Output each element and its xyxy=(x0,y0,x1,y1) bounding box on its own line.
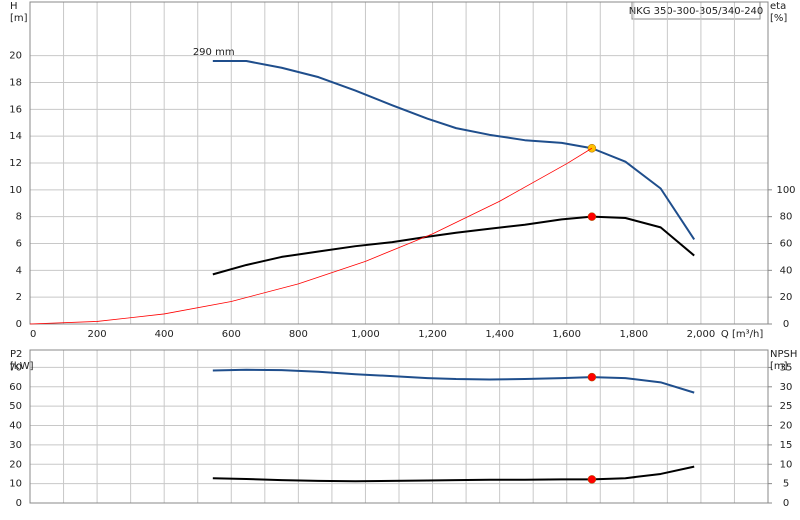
y2-axis-unit: [m] xyxy=(770,361,788,372)
x-tick-label: 2,000 xyxy=(687,329,716,340)
y2-tick-label: 60 xyxy=(780,239,793,250)
y-axis-unit: [m] xyxy=(10,13,28,24)
duty-point xyxy=(587,372,597,382)
curve xyxy=(212,368,695,394)
y2-tick-label: 40 xyxy=(780,265,793,276)
plot-frame xyxy=(29,349,769,504)
y-tick-label: 30 xyxy=(9,440,22,451)
y-tick-label: 4 xyxy=(16,265,22,276)
y-tick-label: 2 xyxy=(16,292,22,303)
curve xyxy=(29,147,593,325)
y-tick-label: 20 xyxy=(9,51,22,62)
x-tick-label: 1,600 xyxy=(552,329,581,340)
y2-tick-label: 15 xyxy=(780,440,793,451)
y2-tick-label: 5 xyxy=(783,479,789,490)
curve xyxy=(212,60,696,241)
y-tick-label: 18 xyxy=(9,78,22,89)
duty-point xyxy=(587,212,597,221)
y-axis-label: H xyxy=(10,1,18,12)
y-tick-label: 20 xyxy=(9,459,22,470)
y2-tick-label: 25 xyxy=(780,401,793,412)
y-tick-label: 6 xyxy=(16,239,22,250)
curve xyxy=(212,465,695,483)
y2-tick-label: 20 xyxy=(780,292,793,303)
x-tick-label: 800 xyxy=(289,329,308,340)
y-tick-label: 50 xyxy=(9,401,22,412)
y2-tick-label: 0 xyxy=(783,498,789,509)
y-tick-label: 8 xyxy=(16,212,22,223)
x-axis-label: Q [m³/h] xyxy=(721,329,763,340)
y2-tick-label: 100 xyxy=(776,185,795,196)
y2-tick-label: 30 xyxy=(780,382,793,393)
y-tick-label: 14 xyxy=(9,131,22,142)
x-tick-label: 1,800 xyxy=(619,329,648,340)
y2-tick-label: 80 xyxy=(780,212,793,223)
x-tick-label: 0 xyxy=(30,329,36,340)
curve xyxy=(212,215,695,276)
y-axis-label: P2 xyxy=(10,349,22,360)
x-tick-label: 600 xyxy=(222,329,241,340)
y2-axis-unit: [%] xyxy=(770,13,787,24)
y-axis-unit: [kW] xyxy=(10,361,34,372)
y-tick-label: 12 xyxy=(9,158,22,169)
chart-title: NKG 350-300-305/340-240 xyxy=(629,6,764,17)
y2-tick-label: 0 xyxy=(783,319,789,330)
y-tick-label: 60 xyxy=(9,382,22,393)
y-tick-label: 70 xyxy=(9,362,22,373)
y-tick-label: 10 xyxy=(9,185,22,196)
y-tick-label: 0 xyxy=(16,319,22,330)
y2-tick-label: 10 xyxy=(780,459,793,470)
y-tick-label: 16 xyxy=(9,104,22,115)
y-tick-label: 40 xyxy=(9,421,22,432)
x-tick-label: 1,200 xyxy=(418,329,447,340)
x-tick-label: 200 xyxy=(88,329,107,340)
curve-label: 290 mm xyxy=(193,47,235,58)
y2-axis-label: eta xyxy=(770,1,786,12)
y2-tick-label: 20 xyxy=(780,421,793,432)
duty-point xyxy=(587,475,597,484)
y2-axis-label: NPSH xyxy=(770,349,797,360)
y-tick-label: 10 xyxy=(9,479,22,490)
x-tick-label: 1,000 xyxy=(351,329,380,340)
plot-frame xyxy=(29,1,769,325)
x-tick-label: 1,400 xyxy=(485,329,514,340)
x-tick-label: 400 xyxy=(155,329,174,340)
y-tick-label: 0 xyxy=(16,498,22,509)
y2-tick-label: 35 xyxy=(780,362,793,373)
